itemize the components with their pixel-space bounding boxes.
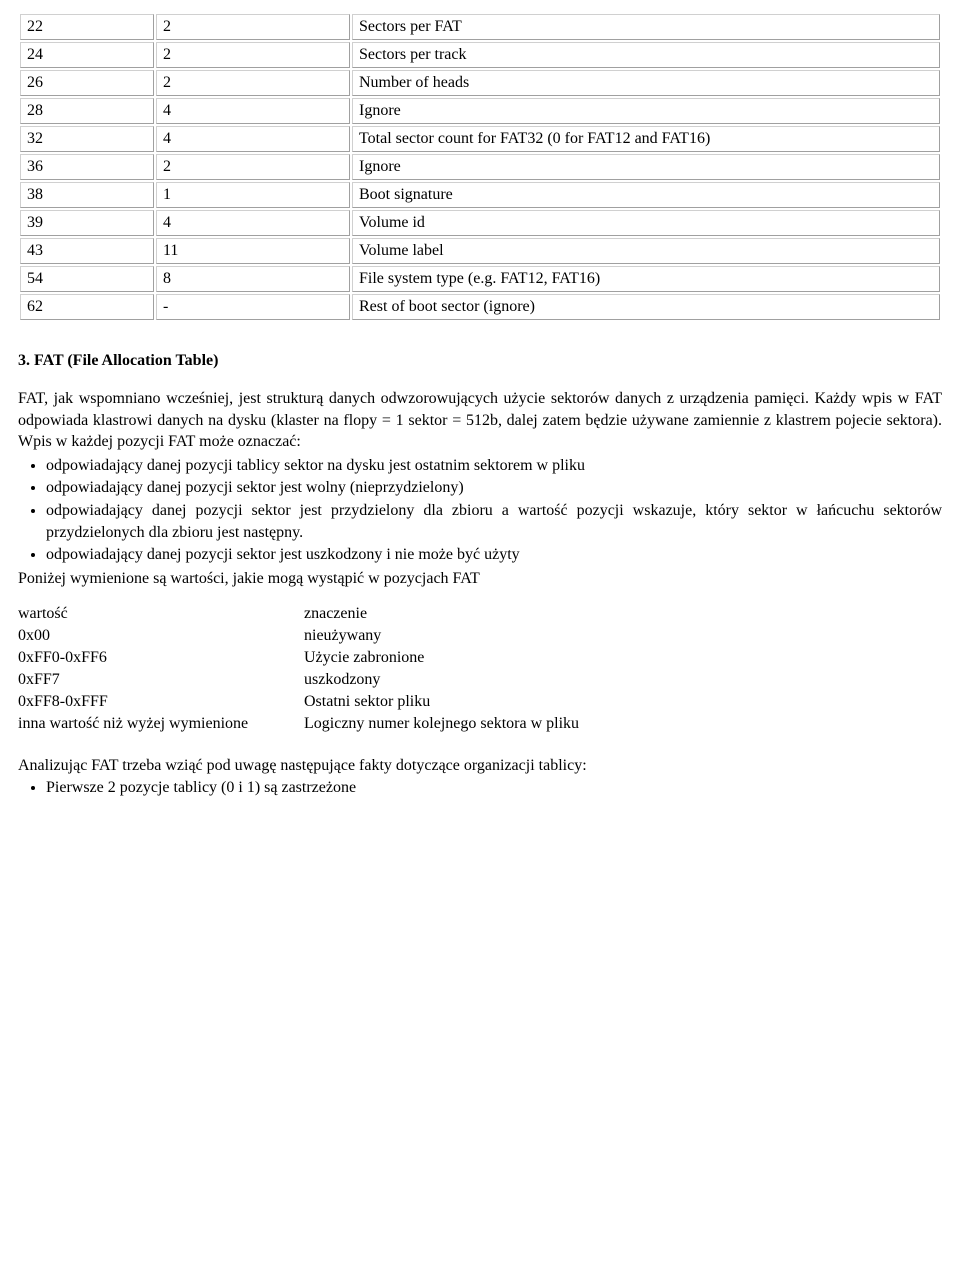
description-cell: Sectors per FAT	[352, 14, 940, 40]
table-row: 0xFF7uszkodzony	[18, 669, 585, 691]
section-title: 3. FAT (File Allocation Table)	[18, 352, 942, 370]
meaning-cell: Logiczny numer kolejnego sektora w pliku	[304, 713, 585, 735]
list-item: Pierwsze 2 pozycje tablicy (0 i 1) są za…	[46, 777, 942, 799]
description-cell: Ignore	[352, 98, 940, 124]
length-cell: 2	[156, 70, 350, 96]
table-row: 0xFF0-0xFF6Użycie zabronione	[18, 647, 585, 669]
boot-sector-table: 222Sectors per FAT242Sectors per track26…	[18, 12, 942, 322]
description-cell: Total sector count for FAT32 (0 for FAT1…	[352, 126, 940, 152]
meaning-cell: uszkodzony	[304, 669, 585, 691]
length-cell: 4	[156, 210, 350, 236]
table-row: wartośćznaczenie	[18, 603, 585, 625]
length-cell: 11	[156, 238, 350, 264]
length-cell: 2	[156, 154, 350, 180]
offset-cell: 36	[20, 154, 154, 180]
meaning-cell: Ostatni sektor pliku	[304, 691, 585, 713]
table-row: 548File system type (e.g. FAT12, FAT16)	[20, 266, 940, 292]
values-header-col1: wartość	[18, 603, 304, 625]
value-cell: 0xFF8-0xFFF	[18, 691, 304, 713]
description-cell: File system type (e.g. FAT12, FAT16)	[352, 266, 940, 292]
list-item: odpowiadający danej pozycji sektor jest …	[46, 500, 942, 543]
description-cell: Number of heads	[352, 70, 940, 96]
table-row: 262Number of heads	[20, 70, 940, 96]
offset-cell: 38	[20, 182, 154, 208]
offset-cell: 28	[20, 98, 154, 124]
length-cell: 4	[156, 126, 350, 152]
description-cell: Sectors per track	[352, 42, 940, 68]
closing-paragraph: Analizując FAT trzeba wziąć pod uwagę na…	[18, 757, 942, 775]
table-row: 381Boot signature	[20, 182, 940, 208]
offset-cell: 22	[20, 14, 154, 40]
table-row: 0xFF8-0xFFFOstatni sektor pliku	[18, 691, 585, 713]
list-item: odpowiadający danej pozycji sektor jest …	[46, 544, 942, 566]
table-row: 222Sectors per FAT	[20, 14, 940, 40]
table-row: 242Sectors per track	[20, 42, 940, 68]
value-cell: 0xFF7	[18, 669, 304, 691]
list-item: odpowiadający danej pozycji tablicy sekt…	[46, 455, 942, 477]
list-item: odpowiadający danej pozycji sektor jest …	[46, 477, 942, 499]
length-cell: 1	[156, 182, 350, 208]
table-row: 362Ignore	[20, 154, 940, 180]
table-row: 394Volume id	[20, 210, 940, 236]
fat-values-table: wartośćznaczenie0x00nieużywany0xFF0-0xFF…	[18, 603, 585, 735]
description-cell: Volume id	[352, 210, 940, 236]
description-cell: Boot signature	[352, 182, 940, 208]
table-row: 0x00nieużywany	[18, 625, 585, 647]
offset-cell: 26	[20, 70, 154, 96]
length-cell: -	[156, 294, 350, 320]
description-cell: Rest of boot sector (ignore)	[352, 294, 940, 320]
values-header-col2: znaczenie	[304, 603, 585, 625]
values-intro: Poniżej wymienione są wartości, jakie mo…	[18, 568, 942, 590]
fat-meaning-list: odpowiadający danej pozycji tablicy sekt…	[46, 455, 942, 566]
closing-list: Pierwsze 2 pozycje tablicy (0 i 1) są za…	[46, 777, 942, 799]
offset-cell: 32	[20, 126, 154, 152]
table-row: 324Total sector count for FAT32 (0 for F…	[20, 126, 940, 152]
value-cell: inna wartość niż wyżej wymienione	[18, 713, 304, 735]
length-cell: 8	[156, 266, 350, 292]
table-row: 284Ignore	[20, 98, 940, 124]
offset-cell: 39	[20, 210, 154, 236]
offset-cell: 24	[20, 42, 154, 68]
value-cell: 0x00	[18, 625, 304, 647]
table-row: 62-Rest of boot sector (ignore)	[20, 294, 940, 320]
table-row: 4311Volume label	[20, 238, 940, 264]
offset-cell: 43	[20, 238, 154, 264]
value-cell: 0xFF0-0xFF6	[18, 647, 304, 669]
length-cell: 4	[156, 98, 350, 124]
meaning-cell: Użycie zabronione	[304, 647, 585, 669]
meaning-cell: nieużywany	[304, 625, 585, 647]
description-cell: Ignore	[352, 154, 940, 180]
length-cell: 2	[156, 14, 350, 40]
offset-cell: 54	[20, 266, 154, 292]
section-intro-paragraph: FAT, jak wspomniano wcześniej, jest stru…	[18, 388, 942, 453]
length-cell: 2	[156, 42, 350, 68]
description-cell: Volume label	[352, 238, 940, 264]
offset-cell: 62	[20, 294, 154, 320]
table-row: inna wartość niż wyżej wymienioneLogiczn…	[18, 713, 585, 735]
